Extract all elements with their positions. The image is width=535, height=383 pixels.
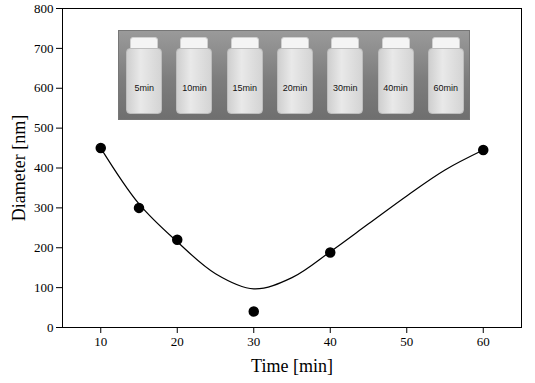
svg-text:20: 20 <box>171 334 184 349</box>
svg-text:Time [min]: Time [min] <box>251 356 333 376</box>
svg-text:40: 40 <box>324 334 337 349</box>
svg-text:700: 700 <box>34 41 54 56</box>
html-text:10min: 10min <box>182 83 207 93</box>
html-text:15min: 15min <box>232 83 257 93</box>
svg-text:800: 800 <box>34 1 54 16</box>
html-text:40min: 40min <box>383 83 408 93</box>
svg-text:30: 30 <box>247 334 260 349</box>
html-text:60min: 60min <box>433 83 459 93</box>
html-text:5min: 5min <box>134 83 154 93</box>
svg-text:10: 10 <box>94 334 107 349</box>
svg-text:60: 60 <box>477 334 490 349</box>
html-text:20min: 20min <box>282 83 308 93</box>
svg-text:200: 200 <box>34 240 54 255</box>
svg-text:0: 0 <box>47 320 54 335</box>
html-text:30min: 30min <box>333 83 358 93</box>
svg-text:500: 500 <box>34 120 54 135</box>
svg-text:Diameter [nm]: Diameter [nm] <box>9 115 29 221</box>
svg-text:400: 400 <box>34 160 54 175</box>
svg-text:50: 50 <box>400 334 413 349</box>
svg-text:600: 600 <box>34 80 54 95</box>
svg-text:300: 300 <box>34 200 54 215</box>
svg-text:100: 100 <box>34 280 54 295</box>
